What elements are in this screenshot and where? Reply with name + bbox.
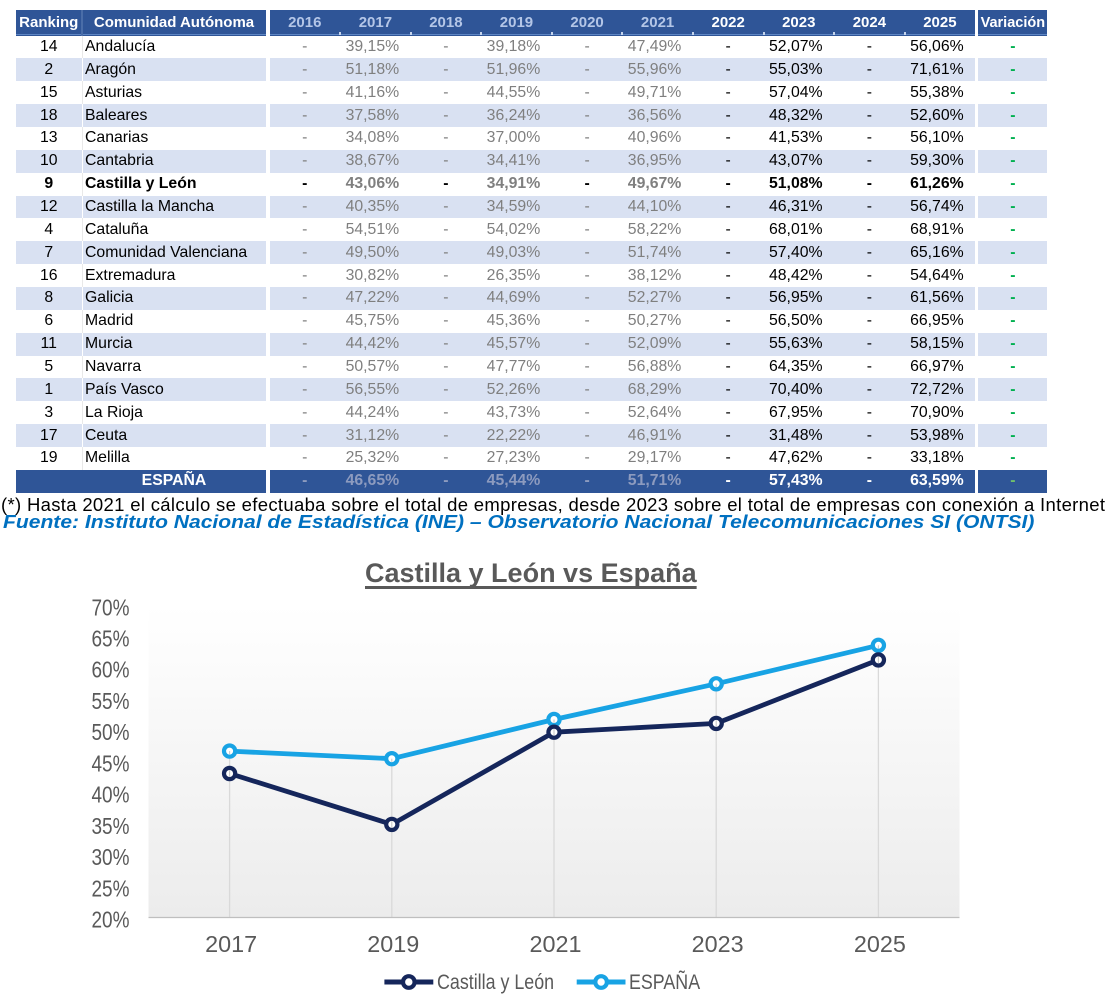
- svg-text:30%: 30%: [92, 844, 130, 870]
- svg-text:60%: 60%: [92, 657, 130, 683]
- svg-text:50%: 50%: [92, 719, 130, 745]
- svg-text:20%: 20%: [92, 907, 130, 933]
- svg-text:55%: 55%: [92, 688, 130, 714]
- svg-text:2023: 2023: [692, 931, 744, 957]
- svg-text:2017: 2017: [205, 931, 257, 957]
- svg-text:2021: 2021: [530, 931, 582, 957]
- svg-text:65%: 65%: [92, 626, 130, 652]
- svg-text:25%: 25%: [92, 875, 130, 901]
- svg-text:45%: 45%: [92, 750, 130, 776]
- svg-text:35%: 35%: [92, 813, 130, 839]
- svg-text:2025: 2025: [854, 931, 906, 957]
- svg-text:40%: 40%: [92, 782, 130, 808]
- svg-text:2019: 2019: [367, 931, 419, 957]
- svg-text:70%: 70%: [92, 594, 130, 620]
